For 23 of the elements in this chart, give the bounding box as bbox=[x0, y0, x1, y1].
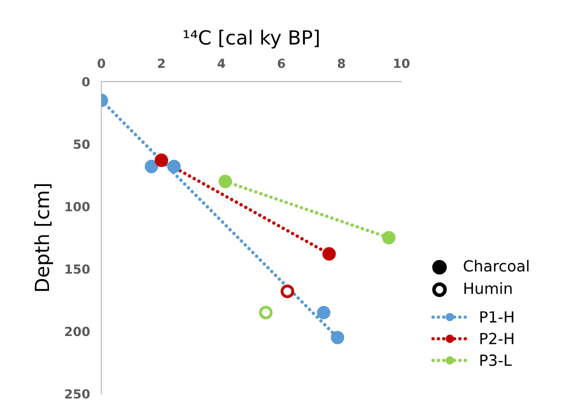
x-axis-title: ¹⁴C [cal ky BP] bbox=[184, 30, 319, 49]
x-tick-label: 2 bbox=[158, 58, 165, 68]
x-tick-label: 4 bbox=[218, 58, 226, 68]
y-tick-label: 250 bbox=[65, 389, 90, 399]
y-tick-label: 0 bbox=[82, 77, 90, 87]
legend-label: P3-L bbox=[480, 354, 512, 366]
legend-label: P1-H bbox=[480, 311, 514, 322]
point bbox=[382, 230, 396, 244]
point bbox=[154, 154, 168, 167]
y-tick-label: 50 bbox=[74, 139, 90, 149]
text: Humin bbox=[464, 282, 512, 294]
legend-label: P2-H bbox=[480, 332, 514, 344]
y-tick-label: 200 bbox=[65, 326, 90, 336]
point bbox=[218, 174, 232, 188]
y-axis-title: Depth [cm] bbox=[34, 184, 54, 291]
x-tick-label: 10 bbox=[394, 58, 410, 68]
x-tick-label: 0 bbox=[98, 58, 106, 68]
y-tick-label: 150 bbox=[66, 264, 90, 274]
x-tick-label: 8 bbox=[338, 58, 345, 68]
text: Charcoal bbox=[464, 260, 529, 272]
point bbox=[322, 247, 336, 261]
y-tick-label: 100 bbox=[66, 202, 90, 212]
x-tick-label: 6 bbox=[278, 58, 286, 68]
